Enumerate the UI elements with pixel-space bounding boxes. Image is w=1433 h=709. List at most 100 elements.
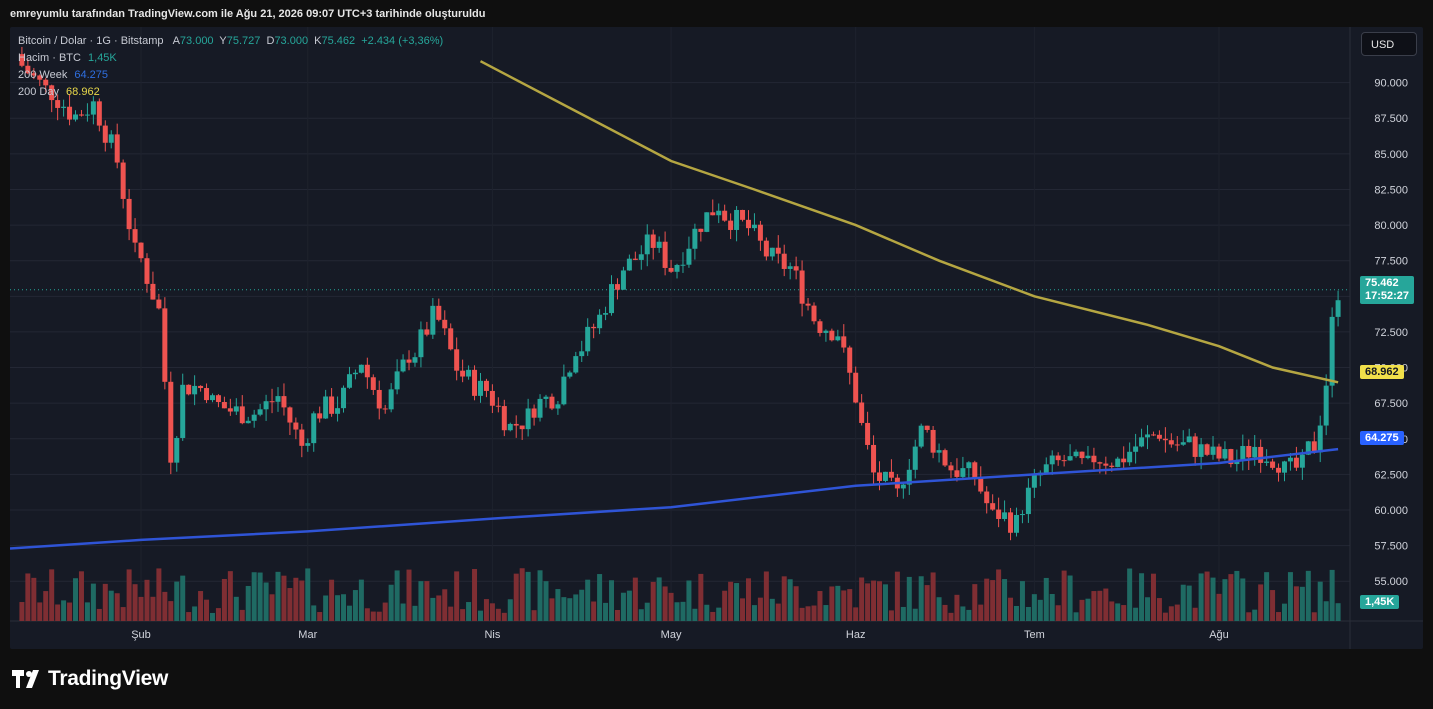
volume-bar (1002, 579, 1008, 621)
candle-body (168, 381, 174, 463)
candle-body (763, 240, 769, 257)
volume-bar (984, 578, 990, 621)
legend-close-value: 75.462 (321, 35, 356, 47)
volume-bar (126, 569, 132, 621)
volume-bar (900, 606, 906, 621)
candle-body (579, 351, 585, 357)
candle-body (888, 471, 894, 478)
legend-symbol[interactable]: Bitcoin / Dolar · 1G · Bitstamp (18, 35, 164, 47)
volume-bar (1168, 606, 1174, 621)
volume-bar (1162, 612, 1168, 621)
candle-body (591, 326, 597, 329)
candle-body (1186, 436, 1192, 443)
volume-bar (61, 600, 67, 621)
y-tick-label: 72.500 (1374, 327, 1408, 339)
volume-bar (972, 584, 978, 621)
volume-bar (781, 576, 787, 621)
volume-bar (346, 605, 352, 621)
currency-button[interactable]: USD (1361, 32, 1417, 56)
price-chart[interactable]: 90.00087.50085.00082.50080.00077.50075.0… (10, 27, 1423, 649)
legend-symbol-row: Bitcoin / Dolar · 1G · Bitstamp A73.000 … (18, 35, 443, 47)
volume-bar (614, 609, 620, 621)
legend-volume-row[interactable]: Hacim · BTC 1,45K (18, 52, 117, 64)
candle-body (1049, 455, 1055, 465)
candle-body (1067, 456, 1073, 461)
candle-body (543, 396, 549, 399)
candle-body (442, 319, 448, 329)
x-tick-label: Tem (1024, 629, 1045, 641)
volume-bar (311, 605, 317, 621)
volume-bar (573, 594, 579, 621)
volume-bar (1240, 578, 1246, 621)
candle-body (734, 209, 740, 230)
volume-bar (108, 590, 114, 621)
volume-bar (412, 605, 418, 621)
candle-body (287, 407, 293, 423)
volume-bar (519, 568, 525, 621)
volume-bar (251, 572, 257, 621)
candle-body (662, 241, 668, 268)
volume-bar (966, 609, 972, 621)
volume-bar (1204, 571, 1210, 621)
candle-body (501, 406, 507, 431)
candle-body (233, 406, 239, 412)
tradingview-logo[interactable]: TradingView (12, 667, 168, 691)
volume-bar (871, 580, 877, 621)
volume-bar (1043, 577, 1049, 621)
candle-body (614, 284, 620, 290)
candle-body (61, 106, 67, 108)
volume-bar (55, 604, 61, 621)
volume-bar (1270, 590, 1276, 621)
volume-bar (168, 601, 174, 621)
y-tick-label: 87.500 (1374, 113, 1408, 125)
volume-bar (555, 589, 561, 621)
volume-bar (704, 604, 710, 621)
volume-bar (466, 602, 472, 621)
volume-bar (96, 608, 102, 621)
legend-ma200w-row[interactable]: 200 Week 64.275 (18, 69, 108, 81)
candle-body (352, 372, 358, 375)
volume-bar (364, 608, 370, 621)
candle-body (1097, 462, 1103, 464)
legend-open-value: 73.000 (179, 35, 214, 47)
volume-bar (823, 605, 829, 621)
volume-bar (769, 598, 775, 621)
volume-bar (1180, 584, 1186, 621)
candle-body (769, 247, 775, 257)
volume-bar (537, 570, 543, 621)
volume-bar (1037, 599, 1043, 621)
candle-body (55, 100, 61, 108)
candle-body (787, 266, 793, 269)
volume-bar (728, 581, 734, 621)
candle-body (1281, 461, 1287, 473)
volume-bar (341, 594, 347, 621)
volume-bar (954, 594, 960, 621)
candle-body (162, 308, 168, 382)
legend-ma200d-row[interactable]: 200 Day 68.962 (18, 86, 100, 98)
y-tick-label: 67.500 (1374, 398, 1408, 410)
candle-body (144, 258, 150, 284)
volume-bar (924, 585, 930, 621)
volume-bar (1156, 598, 1162, 621)
volume-bar (281, 575, 287, 621)
volume-bar (31, 577, 37, 621)
volume-bar (132, 584, 138, 621)
volume-bar (358, 579, 364, 621)
volume-bar (394, 570, 400, 621)
candle-body (43, 79, 49, 86)
candle-body (424, 329, 430, 335)
legend-low-value: 73.000 (274, 35, 309, 47)
volume-bar (942, 604, 948, 621)
volume-bar (1091, 591, 1097, 621)
candle-body (609, 284, 615, 314)
legend-ma200w-label: 200 Week (18, 69, 68, 81)
volume-bar (1121, 605, 1127, 621)
candle-body (269, 401, 275, 403)
volume-bar (49, 569, 55, 621)
volume-bar (799, 607, 805, 621)
y-tick-label: 85.000 (1374, 149, 1408, 161)
candle-body (120, 162, 126, 199)
candle-body (1293, 457, 1299, 468)
volume-bar (793, 586, 799, 621)
candle-body (525, 408, 531, 430)
